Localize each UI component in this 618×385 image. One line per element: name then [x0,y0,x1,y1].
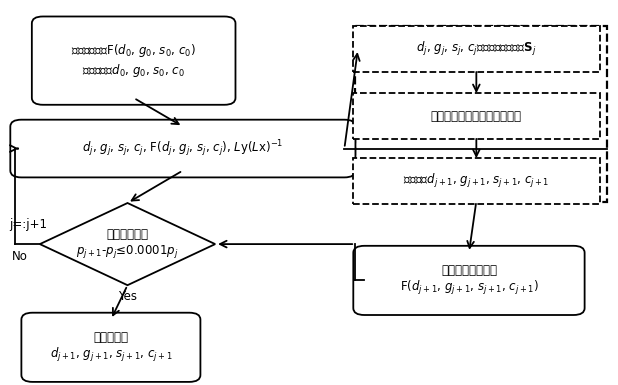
Text: No: No [12,250,28,263]
Text: $d_j$, $g_j$, $s_j$, $c_j$, F($d_j$, $g_j$, $s_j$, $c_j$), $L$y($L$x)$^{-1}$: $d_j$, $g_j$, $s_j$, $c_j$, F($d_j$, $g_… [82,138,284,159]
FancyBboxPatch shape [11,120,355,177]
Text: 正向预设模型计算
F($d_{j+1}$, $g_{j+1}$, $s_{j+1}$, $c_{j+1}$): 正向预设模型计算 F($d_{j+1}$, $g_{j+1}$, $s_{j+1… [400,264,538,297]
FancyBboxPatch shape [353,93,599,139]
Text: 更新解：$d_{j+1}$, $g_{j+1}$, $s_{j+1}$, $c_{j+1}$: 更新解：$d_{j+1}$, $g_{j+1}$, $s_{j+1}$, $c_… [403,172,549,190]
FancyBboxPatch shape [353,246,585,315]
Text: 反问题的解
$d_{j+1}$, $g_{j+1}$, $s_{j+1}$, $c_{j+1}$: 反问题的解 $d_{j+1}$, $g_{j+1}$, $s_{j+1}$, $… [49,331,172,364]
FancyBboxPatch shape [22,313,200,382]
FancyBboxPatch shape [353,26,599,72]
Text: j=:j+1: j=:j+1 [9,219,47,231]
Text: 满足收敛要求
$p_{j+1}$-$p_j$≤0.0001$p_j$: 满足收敛要求 $p_{j+1}$-$p_j$≤0.0001$p_j$ [76,228,179,260]
Text: Yes: Yes [118,290,137,303]
Text: $d_j$, $g_j$, $s_j$, $c_j$的中心灵敏度矩阵$\mathbf{S}_j$: $d_j$, $g_j$, $s_j$, $c_j$的中心灵敏度矩阵$\math… [416,40,536,58]
Polygon shape [40,203,215,285]
FancyBboxPatch shape [353,158,599,204]
Text: 正向预设模型F($d_0$, $g_0$, $s_0$, $c_0$)
假设初始解$d_0$, $g_0$, $s_0$, $c_0$: 正向预设模型F($d_0$, $g_0$, $s_0$, $c_0$) 假设初始… [71,42,196,79]
Text: 基于中心灵敏度矩阵反向求解: 基于中心灵敏度矩阵反向求解 [431,110,522,122]
FancyBboxPatch shape [32,17,235,105]
